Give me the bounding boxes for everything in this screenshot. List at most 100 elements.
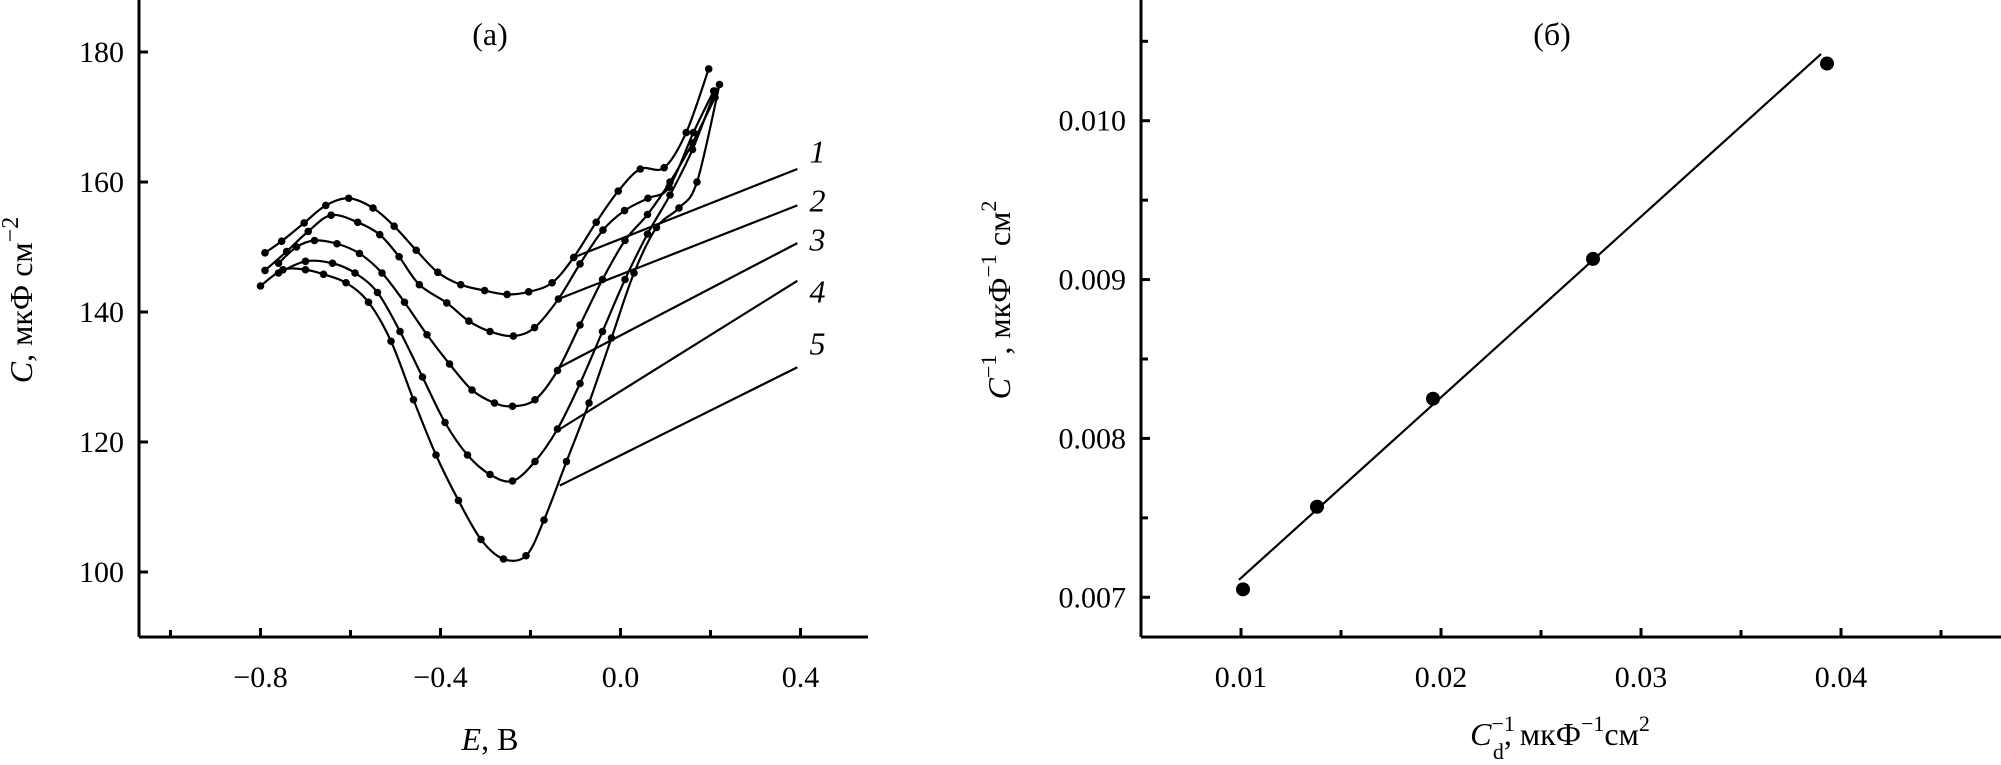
x-tick-label: 0.02 <box>1415 661 1468 694</box>
curve-2-point <box>395 252 403 261</box>
curve-4-point <box>328 259 337 268</box>
curve-1-point <box>636 165 645 173</box>
curve-1-point <box>390 222 398 230</box>
panel-a-xlabel: E, В <box>461 721 519 757</box>
y-tick-label: 0.007 <box>1059 581 1127 614</box>
curve-4-point <box>598 327 607 336</box>
curve-2-point <box>509 332 518 340</box>
curve-4-point <box>688 145 697 154</box>
leader-line-5 <box>559 366 798 487</box>
curve-3-point <box>310 236 319 245</box>
curve-2-point <box>530 323 539 332</box>
curve-1-point <box>704 65 713 73</box>
curve-1-point <box>480 286 489 295</box>
curve-5-point <box>454 496 463 505</box>
x-tick-label: 0.01 <box>1215 661 1268 694</box>
data-point <box>1236 582 1250 597</box>
curve-5 <box>259 84 721 562</box>
x-tick-label: −0.4 <box>413 661 467 694</box>
curve-5-point <box>387 337 395 346</box>
curve-3-point <box>292 243 301 251</box>
curve-2-point <box>620 206 629 215</box>
curve-1-point <box>344 194 353 203</box>
curve-5-point <box>652 223 661 232</box>
curve-5-point <box>279 265 287 274</box>
curve-2-point <box>486 327 494 336</box>
curve-3-point <box>468 386 476 394</box>
curve-5-point <box>301 265 310 274</box>
curve-4-point <box>666 191 674 199</box>
curve-3 <box>277 97 716 408</box>
curve-2-point <box>599 226 607 234</box>
curve-1-point <box>614 187 623 195</box>
curve-2-point <box>689 128 698 137</box>
curve-2-point <box>443 299 451 307</box>
fit-line <box>1238 53 1822 581</box>
curve-3-point <box>531 395 539 404</box>
y-tick-label: 180 <box>79 36 124 69</box>
curve-4-point <box>531 457 539 466</box>
leader-line-4 <box>554 279 798 434</box>
curve-1-point <box>412 246 421 255</box>
curve-4-point <box>418 373 427 381</box>
curve-4-point <box>576 379 584 388</box>
curve-2-point <box>415 280 424 289</box>
curve-5-point <box>715 80 724 89</box>
data-point <box>1586 251 1600 266</box>
curve-label-2: 2 <box>810 182 826 218</box>
curve-3-point <box>378 269 386 277</box>
curve-1-point <box>369 204 377 212</box>
curve-5-point <box>364 298 373 307</box>
curve-1-point <box>434 268 442 277</box>
curve-2-point <box>644 194 652 203</box>
curve-5-point <box>477 535 485 544</box>
curve-5-point <box>562 457 571 466</box>
panel-b-xlabel: C−1 d, мкФ−1см2 <box>1470 711 1650 764</box>
curve-5-point <box>432 451 440 459</box>
curve-label-3: 3 <box>809 221 826 257</box>
x-tick-label: 0.4 <box>782 661 820 694</box>
x-tick-label: 0.0 <box>602 661 640 694</box>
curve-4 <box>278 90 717 483</box>
y-tick-label: 140 <box>79 296 124 329</box>
curve-5-point <box>319 270 328 279</box>
leader-line-2 <box>557 204 798 301</box>
curve-3-point <box>490 399 499 407</box>
curve-1-point <box>300 219 308 227</box>
panel-a-label: (a) <box>472 16 508 52</box>
curve-5-point <box>585 399 593 407</box>
curve-3-point <box>576 321 584 329</box>
curve-3-point <box>333 239 341 248</box>
y-tick-label: 0.010 <box>1059 105 1127 138</box>
curve-4-point <box>621 275 629 284</box>
panel-b-label: (б) <box>1533 16 1571 52</box>
curve-5-point <box>675 204 683 212</box>
curve-2-point <box>576 260 584 268</box>
curve-2-point <box>375 230 384 239</box>
curve-label-1: 1 <box>810 134 826 170</box>
panel-a-ylabel: C, мкФ см−2 <box>0 217 39 383</box>
curve-4-point <box>463 451 472 459</box>
curve-4-point <box>351 269 359 277</box>
curve-3-point <box>423 330 431 339</box>
curve-1-point <box>261 249 269 257</box>
y-tick-label: 120 <box>79 426 124 459</box>
curve-4-point <box>396 327 404 336</box>
y-tick-label: 0.009 <box>1059 264 1127 297</box>
curve-5-point <box>409 395 418 404</box>
curve-5-point <box>693 178 701 186</box>
x-tick-label: −0.8 <box>233 661 287 694</box>
curve-label-5: 5 <box>810 325 826 361</box>
curve-2-point <box>465 317 473 325</box>
y-tick-label: 100 <box>79 556 124 589</box>
curve-3-point <box>598 275 607 284</box>
curve-4-point <box>441 418 449 427</box>
curve-5-point <box>342 278 350 287</box>
curve-1-point <box>321 201 330 210</box>
panel-b: (б) C−1 d, мкФ−1см2 C−1, мкФ−1 см2 0.01 0.… <box>976 0 2001 764</box>
curve-1-point <box>277 237 286 245</box>
curve-3-point <box>355 249 364 258</box>
data-point <box>1426 391 1440 406</box>
curve-2-point <box>304 227 313 236</box>
